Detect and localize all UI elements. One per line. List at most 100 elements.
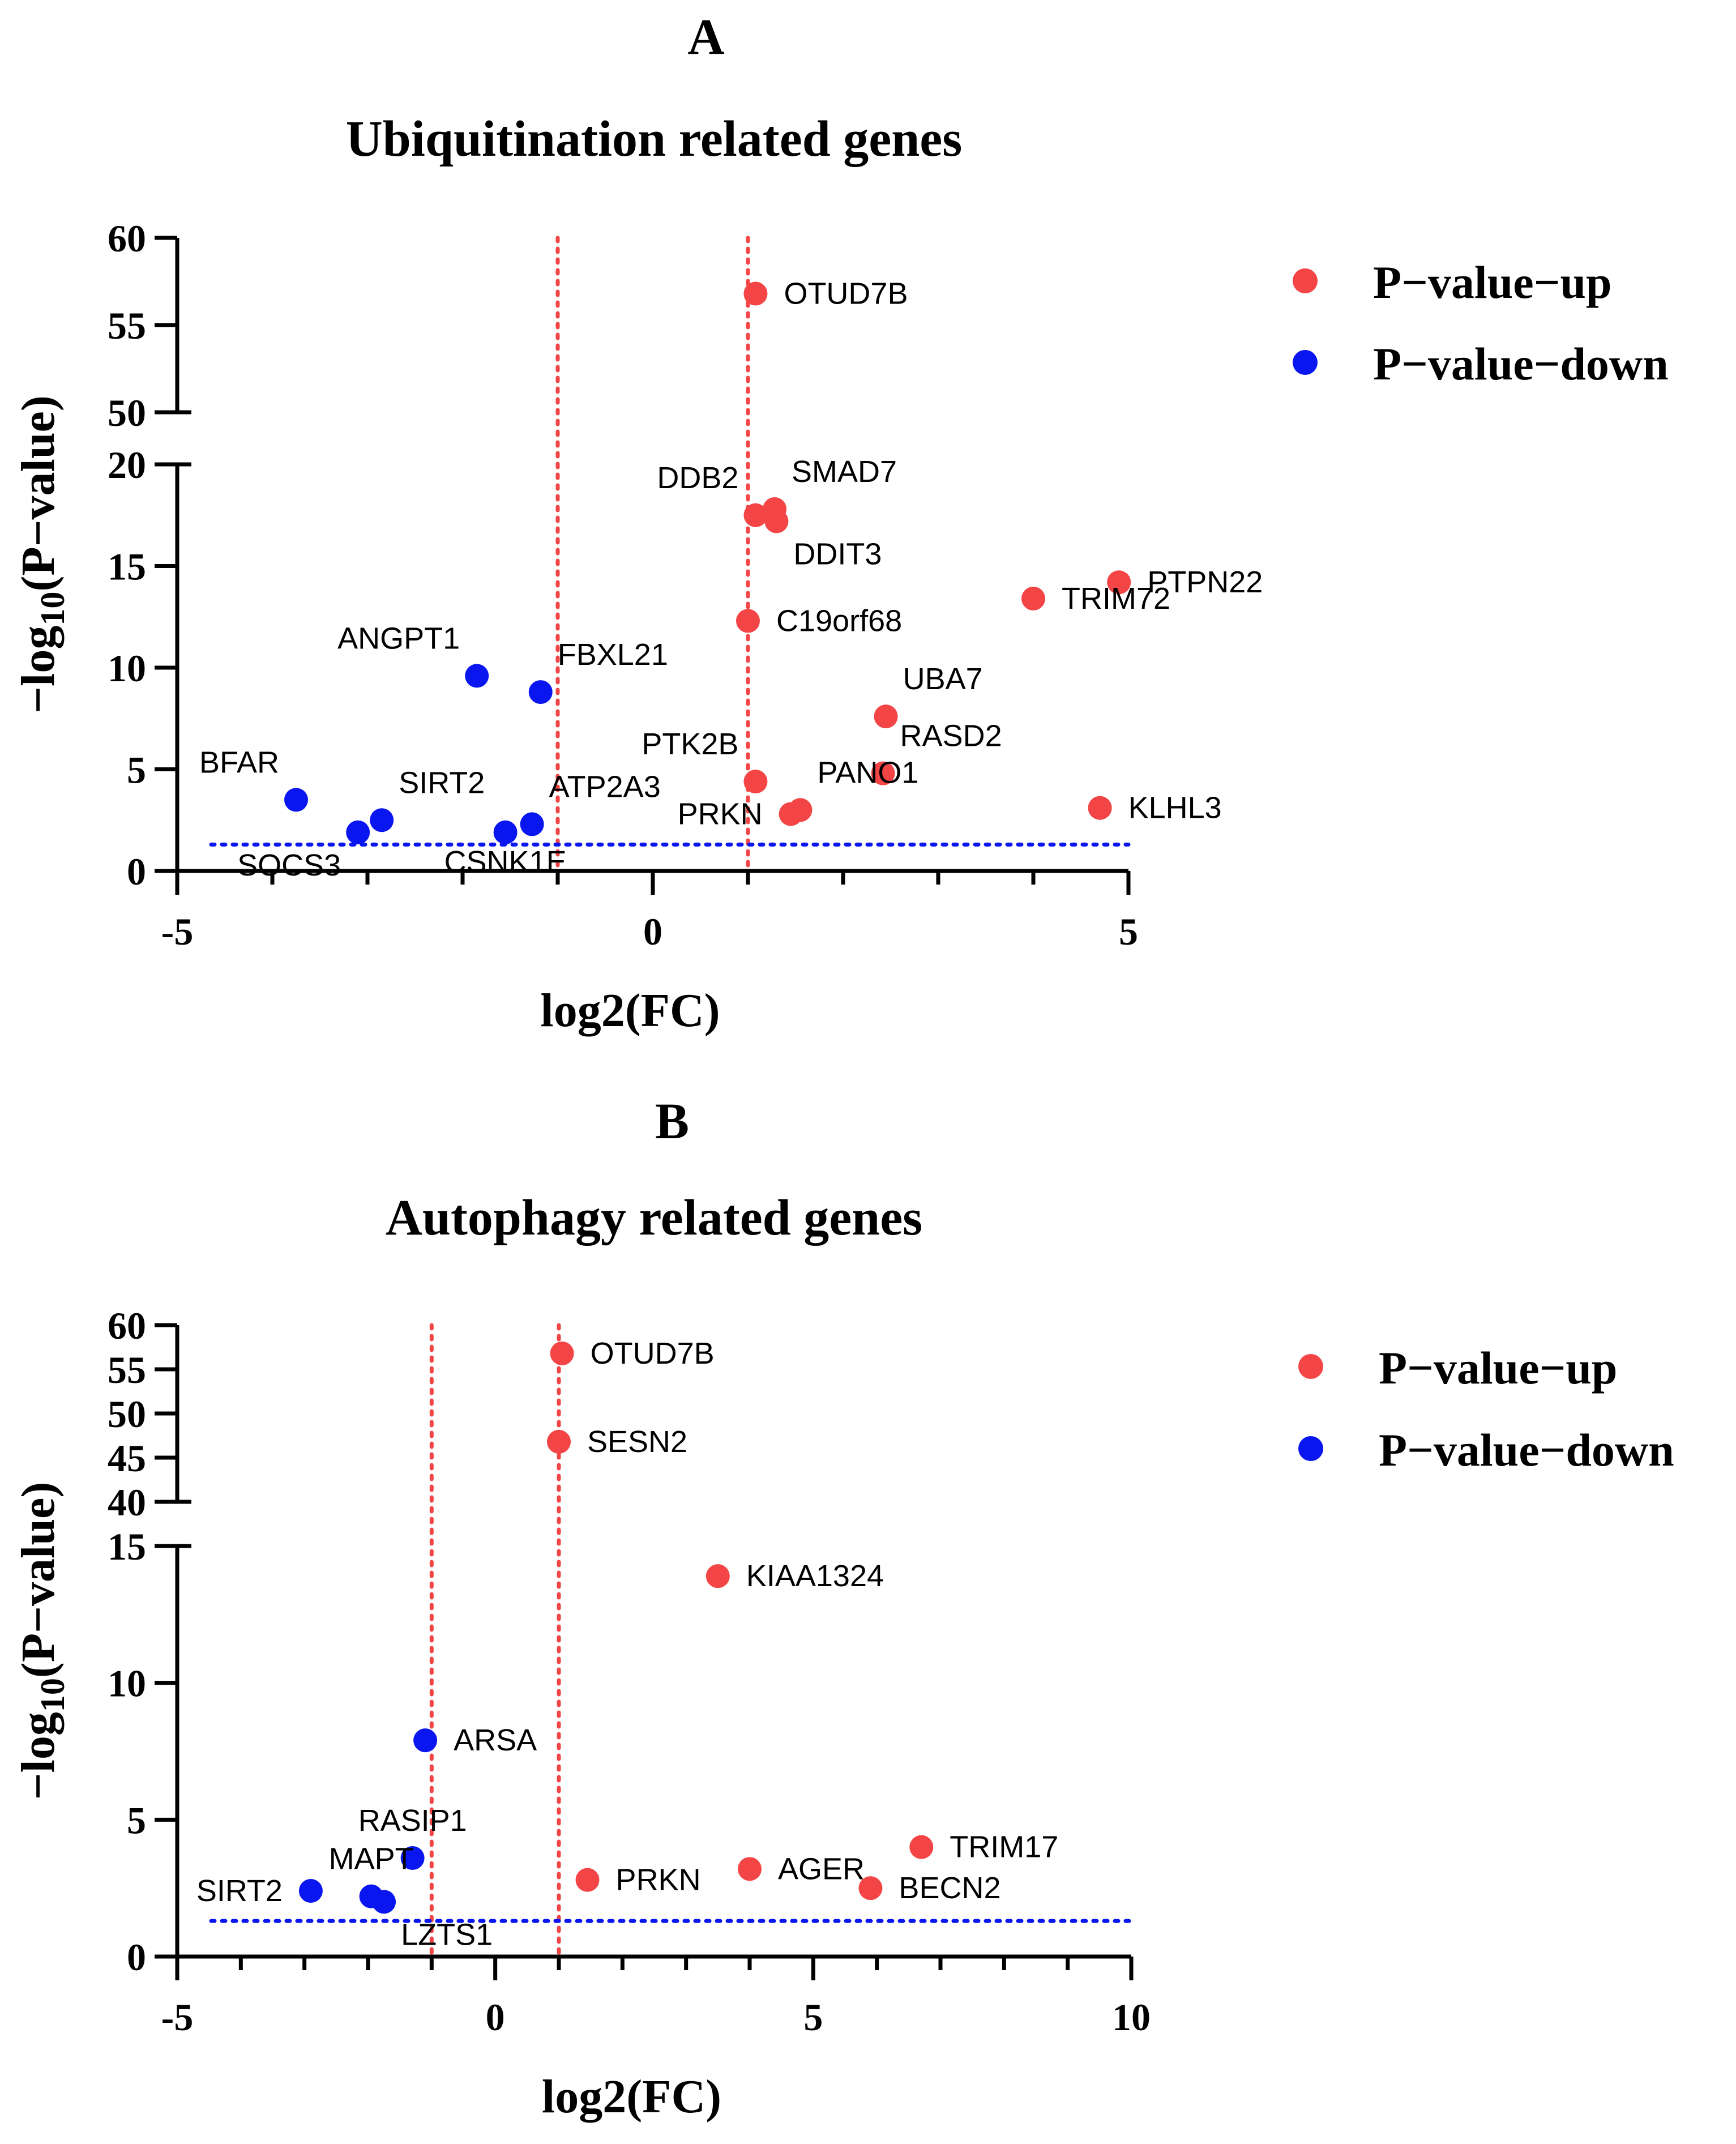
legend-marker — [1298, 1354, 1323, 1379]
data-point-arsa — [413, 1728, 438, 1753]
gene-label: TRIM17 — [950, 1830, 1058, 1864]
gene-label: RASIP1 — [358, 1804, 467, 1838]
legend-marker — [1298, 1436, 1323, 1461]
data-point-rasip1 — [400, 1846, 425, 1870]
x-tick-label: 0 — [643, 910, 662, 953]
legend-marker — [1293, 268, 1318, 293]
x-tick-label: 5 — [1119, 910, 1138, 953]
gene-label: UBA7 — [903, 662, 983, 696]
gene-label: DDB2 — [657, 461, 738, 495]
gene-label: SMAD7 — [792, 455, 897, 489]
y-tick-label: 10 — [108, 647, 146, 690]
data-point-fbxl21 — [528, 680, 553, 704]
data-point-uba7 — [874, 704, 898, 729]
gene-label: CSNK1E — [444, 845, 567, 879]
legend-label: P−value−up — [1379, 1342, 1618, 1394]
gene-label: PTPN22 — [1147, 565, 1263, 599]
gene-label: RASD2 — [900, 719, 1002, 753]
data-point-sesn2 — [547, 1429, 571, 1454]
panel-letter: A — [688, 9, 725, 65]
legend-label: P−value−up — [1373, 257, 1612, 308]
gene-label: PANO1 — [817, 755, 918, 789]
y-tick-label: 60 — [108, 1304, 146, 1347]
gene-label: C19orf68 — [776, 604, 902, 638]
gene-label: KLHL3 — [1128, 791, 1222, 825]
y-tick-label: 55 — [108, 1348, 146, 1391]
gene-label: PRKN — [678, 797, 763, 831]
data-point-rasd2 — [871, 761, 895, 785]
gene-label: MAPT — [329, 1842, 414, 1876]
y-tick-label: 50 — [108, 391, 146, 434]
gene-label: PRKN — [616, 1863, 701, 1897]
data-point-sirt2 — [298, 1879, 323, 1903]
data-point-lzts1 — [372, 1890, 396, 1914]
data-point-trim72 — [1021, 586, 1045, 610]
x-axis-title: log2(FC) — [542, 2070, 721, 2123]
gene-label: TRIM72 — [1062, 582, 1170, 616]
data-point-prkn — [575, 1868, 600, 1892]
y-tick-label: 10 — [108, 1662, 146, 1705]
gene-label: OTUD7B — [591, 1336, 715, 1370]
data-point-ptpn22 — [1107, 570, 1131, 595]
x-tick-label: -5 — [161, 910, 194, 953]
y-tick-label: 45 — [108, 1437, 146, 1480]
y-tick-label: 0 — [127, 850, 146, 893]
data-point-becn2 — [858, 1876, 883, 1900]
y-axis-title: −log10(P−value) — [12, 395, 71, 714]
x-tick-label: -5 — [161, 1996, 194, 2039]
gene-label: BECN2 — [899, 1871, 1000, 1905]
y-tick-label: 55 — [108, 304, 146, 347]
gene-label: DDIT3 — [793, 537, 882, 571]
x-tick-label: 10 — [1112, 1996, 1151, 2039]
y-tick-label: 5 — [127, 1799, 146, 1842]
gene-label: SOCS3 — [237, 848, 341, 882]
chart-title: Autophagy related genes — [386, 1190, 922, 1246]
y-tick-label: 60 — [108, 217, 146, 260]
legend-label: P−value−down — [1379, 1424, 1674, 1476]
data-point-csnk1e — [493, 820, 518, 844]
gene-label: ANGPT1 — [337, 621, 460, 655]
gene-label: FBXL21 — [558, 638, 668, 672]
data-point-sirt2 — [370, 808, 394, 832]
data-point-ptk2b — [743, 770, 768, 794]
gene-label: KIAA1324 — [746, 1559, 884, 1593]
gene-label: ATP2A3 — [549, 770, 661, 804]
data-point-otud7b — [550, 1341, 574, 1365]
y-tick-label: 5 — [127, 749, 146, 792]
gene-label: SESN2 — [587, 1425, 687, 1459]
gene-label: BFAR — [199, 745, 279, 779]
x-axis-title: log2(FC) — [540, 984, 720, 1037]
x-tick-label: 5 — [803, 1996, 823, 2039]
panel-letter: B — [655, 1094, 689, 1150]
x-tick-label: 0 — [486, 1996, 505, 2039]
y-axis-title: −log10(P−value) — [12, 1482, 71, 1800]
gene-label: OTUD7B — [784, 277, 908, 311]
data-point-ddit3 — [764, 509, 789, 533]
gene-label: ARSA — [454, 1723, 537, 1757]
gene-label: PTK2B — [642, 727, 738, 761]
data-point-otud7b — [743, 281, 768, 306]
gene-label: SIRT2 — [196, 1874, 283, 1908]
gene-label: LZTS1 — [401, 1917, 493, 1951]
data-point-angpt1 — [465, 664, 489, 688]
data-point-bfar — [284, 788, 308, 812]
data-point-prkn — [779, 802, 803, 826]
y-tick-label: 0 — [127, 1936, 146, 1979]
gene-label: SIRT2 — [399, 766, 485, 800]
legend-marker — [1293, 350, 1318, 375]
y-tick-label: 50 — [108, 1393, 146, 1436]
y-tick-label: 15 — [108, 545, 146, 588]
data-point-klhl3 — [1088, 796, 1112, 820]
data-point-kiaa1324 — [705, 1564, 730, 1588]
y-tick-label: 15 — [108, 1525, 146, 1568]
data-point-socs3 — [346, 820, 370, 844]
data-point-c19orf68 — [736, 609, 760, 633]
gene-label: AGER — [778, 1852, 865, 1886]
y-tick-label: 20 — [108, 443, 146, 486]
data-point-ddb2 — [743, 503, 768, 527]
data-point-trim17 — [909, 1835, 934, 1859]
chart-title: Ubiquitination related genes — [346, 111, 962, 167]
